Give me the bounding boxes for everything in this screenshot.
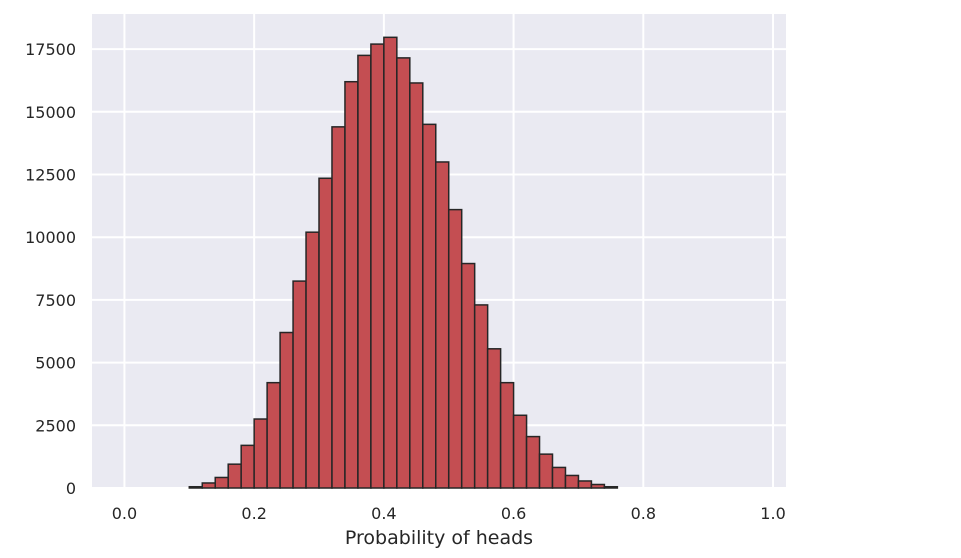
histogram-bar — [577, 480, 593, 489]
histogram-bar — [499, 381, 515, 489]
histogram-bar — [447, 208, 463, 489]
y-tick-label: 17500 — [25, 40, 76, 59]
y-tick-label: 5000 — [35, 354, 76, 373]
histogram-bar — [331, 126, 346, 489]
x-tick-label: 0.2 — [241, 504, 266, 523]
histogram-bar — [188, 485, 204, 489]
histogram-bar — [227, 463, 242, 489]
histogram-bar — [603, 485, 619, 489]
x-tick-label: 0.4 — [371, 504, 396, 523]
histogram-bar — [318, 177, 333, 489]
x-tick-label: 0.0 — [112, 504, 137, 523]
histogram-bars — [188, 36, 619, 489]
histogram-bar — [486, 348, 502, 489]
y-tick-label: 10000 — [25, 228, 76, 247]
y-tick-label: 0 — [66, 479, 76, 498]
x-tick-label: 0.6 — [501, 504, 526, 523]
histogram-bar — [240, 444, 255, 489]
histogram-bar — [396, 57, 411, 489]
histogram-bar — [344, 80, 359, 489]
x-tick-label: 1.0 — [760, 504, 785, 523]
y-tick-label: 7500 — [35, 291, 76, 310]
histogram-bar — [512, 414, 528, 489]
histogram-bar — [435, 161, 450, 489]
histogram-bar — [422, 123, 437, 489]
x-tick-label: 0.8 — [631, 504, 656, 523]
x-tick-labels: 0.0 0.2 0.4 0.6 0.8 1.0 — [112, 504, 786, 523]
histogram-bar — [590, 483, 606, 489]
histogram-bar — [279, 331, 294, 489]
histogram-bar — [538, 453, 554, 489]
histogram-bar — [473, 304, 489, 489]
histogram-bar — [214, 476, 229, 489]
histogram-bar — [383, 36, 398, 489]
histogram-bar — [409, 82, 424, 489]
y-tick-label: 12500 — [25, 166, 76, 185]
histogram-bar — [305, 231, 320, 489]
histogram-bar — [357, 54, 372, 489]
histogram-bar — [460, 262, 476, 489]
histogram-bar — [525, 435, 541, 489]
histogram-bar — [564, 474, 580, 489]
histogram-bar — [292, 280, 307, 489]
y-tick-label: 15000 — [25, 103, 76, 122]
histogram-bar — [201, 482, 216, 489]
histogram-bar — [253, 418, 268, 489]
y-tick-labels: 0 2500 5000 7500 10000 12500 15000 17500 — [25, 40, 76, 498]
y-tick-label: 2500 — [35, 416, 76, 435]
histogram-bar — [370, 43, 385, 489]
x-axis-title: Probability of heads — [345, 527, 533, 549]
histogram-bar — [266, 381, 281, 489]
histogram-bar — [551, 466, 567, 489]
